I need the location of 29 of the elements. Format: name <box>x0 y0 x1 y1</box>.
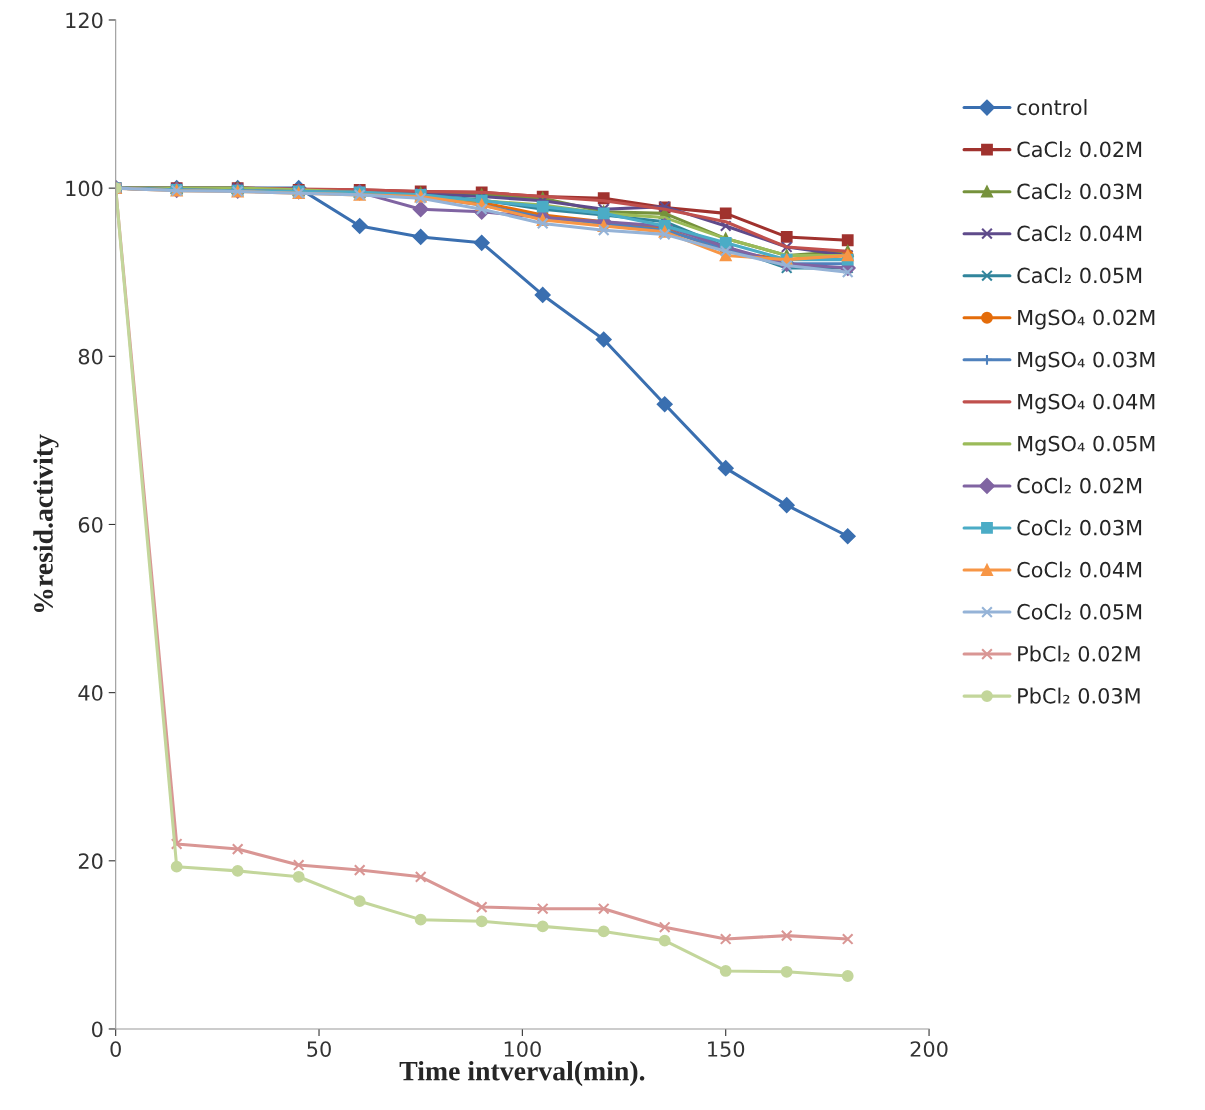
y-tick-label: 0 <box>91 1021 103 1038</box>
legend-label: MgSO₄ 0.02M <box>1018 309 1155 330</box>
y-tick-label: 20 <box>78 853 103 870</box>
x-tick-label: 200 <box>910 1041 948 1057</box>
legend-label: MgSO₄ 0.03M <box>1018 351 1155 372</box>
legend-label: PbCl₂ 0.03M <box>1018 687 1140 704</box>
y-axis-title: %resid.activity <box>33 434 59 613</box>
legend-label: MgSO₄ 0.04M <box>1018 393 1155 414</box>
x-axis-title: Time intverval(min). <box>399 1060 645 1087</box>
legend-label: CoCl₂ 0.02M <box>1017 477 1142 494</box>
legend-label: control <box>1017 99 1087 116</box>
legend-label: CoCl₂ 0.04M <box>1017 561 1142 578</box>
y-tick-label: 80 <box>78 348 103 365</box>
y-tick-label: 40 <box>78 685 103 701</box>
x-tick-label: 50 <box>307 1041 331 1057</box>
x-tick-label: 150 <box>708 1041 745 1057</box>
legend-label: CaCl₂ 0.04M <box>1017 225 1142 242</box>
legend-label: CoCl₂ 0.03M <box>1017 519 1142 536</box>
legend-label: PbCl₂ 0.02M <box>1018 645 1140 662</box>
y-tick-label: 100 <box>66 180 103 197</box>
x-tick-label: 100 <box>504 1041 541 1057</box>
y-tick-label: 60 <box>78 516 103 533</box>
legend-label: CaCl₂ 0.02M <box>1017 141 1142 158</box>
legend-label: CaCl₂ 0.05M <box>1017 267 1142 284</box>
y-tick-label: 120 <box>66 12 103 29</box>
legend-label: MgSO₄ 0.05M <box>1018 435 1155 456</box>
x-tick-label: 0 <box>110 1041 121 1057</box>
legend-label: CoCl₂ 0.05M <box>1017 603 1142 620</box>
legend-label: CaCl₂ 0.03M <box>1017 183 1142 200</box>
